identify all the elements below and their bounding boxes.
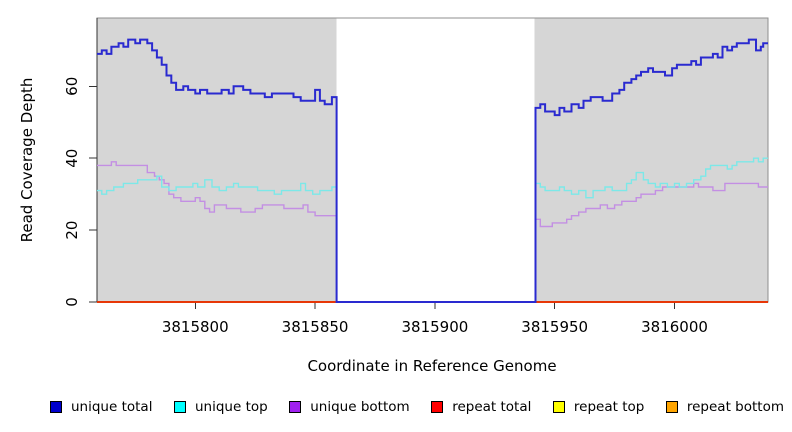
legend-swatch-icon xyxy=(665,401,678,413)
legend-item-unique-bottom: unique bottom xyxy=(289,399,410,415)
y-axis-title: Read Coverage Depth xyxy=(18,78,36,243)
y-tick-label: 40 xyxy=(63,149,81,168)
series-line-unique-top xyxy=(97,157,768,303)
series-lines xyxy=(97,38,768,303)
legend-label: repeat bottom xyxy=(686,399,784,415)
axis-ticks: 3815800 3815850 3815900 3815950 3816000 0 20 40… xyxy=(63,77,708,336)
plot-panel xyxy=(96,17,769,303)
x-tick-label: 3815800 xyxy=(162,318,229,336)
legend-label: repeat total xyxy=(452,399,532,415)
legend-label: repeat top xyxy=(573,399,645,415)
legend-item-repeat-bottom: repeat bottom xyxy=(665,399,784,415)
legend-swatch-icon xyxy=(174,401,186,413)
x-axis-title: Coordinate in Reference Genome xyxy=(307,357,556,375)
legend-swatch-icon xyxy=(431,401,444,413)
x-tick-label: 3816000 xyxy=(641,318,708,336)
x-tick-label: 3815900 xyxy=(401,318,468,336)
x-tick-label: 3815850 xyxy=(282,318,349,336)
legend-label: unique total xyxy=(71,399,153,415)
legend-item-unique-total: unique total xyxy=(50,399,152,415)
legend-swatch-icon xyxy=(289,401,302,413)
legend-label: unique top xyxy=(195,399,268,415)
x-tick-label: 3815950 xyxy=(521,318,588,336)
legend: unique total unique top unique bottom repea… xyxy=(50,395,784,419)
legend-item-repeat-top: repeat top xyxy=(552,399,645,415)
y-tick-label: 20 xyxy=(63,221,81,240)
legend-item-repeat-total: repeat total xyxy=(431,399,531,415)
series-line-unique-bottom xyxy=(97,161,768,303)
y-tick-label: 60 xyxy=(63,77,81,96)
legend-label: unique bottom xyxy=(310,399,410,415)
legend-item-unique-top: unique top xyxy=(174,399,268,415)
legend-swatch-icon xyxy=(552,401,565,413)
y-tick-label: 0 xyxy=(63,297,81,307)
legend-swatch-icon xyxy=(50,401,62,413)
series-line-unique-total xyxy=(97,38,768,303)
masked-gap-region xyxy=(336,18,535,302)
